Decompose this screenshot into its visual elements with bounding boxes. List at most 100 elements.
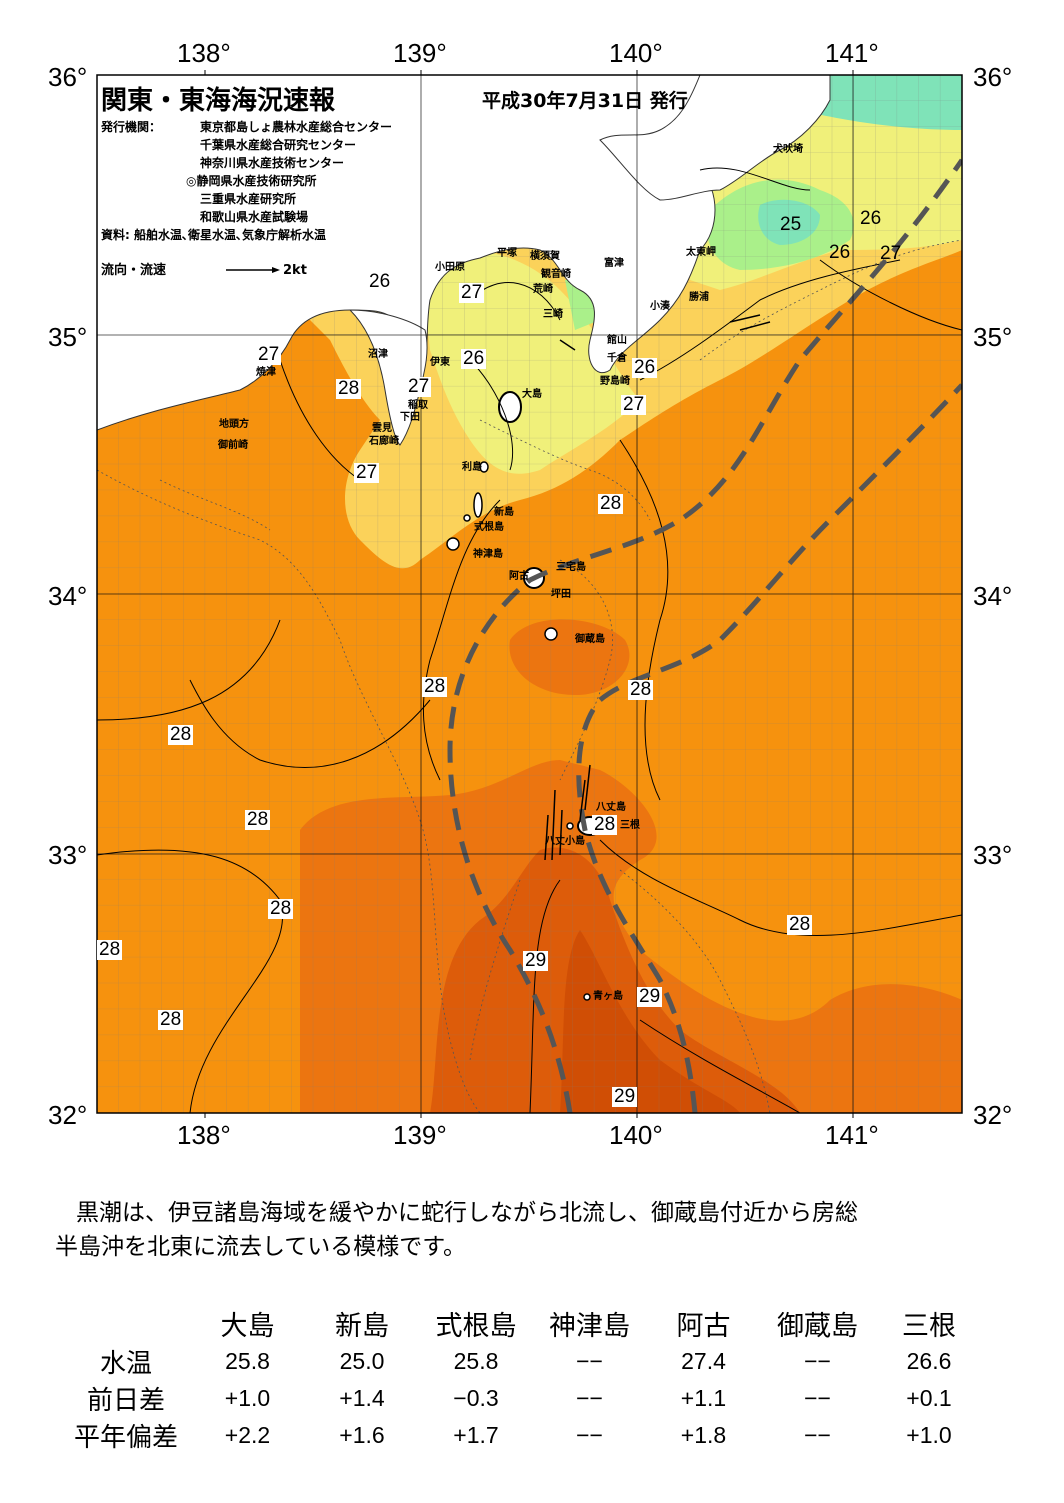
place-omaezaki: 御前崎	[218, 440, 248, 451]
table-cell: +1.4	[339, 1385, 385, 1411]
place-oshima: 大島	[522, 389, 542, 400]
lat-label-left-34: 34°	[48, 581, 88, 611]
place-tateyama: 館山	[607, 335, 627, 346]
table-cell: 25.8	[453, 1348, 499, 1374]
table-cell: +1.0	[906, 1422, 952, 1448]
isotherm-label: 28	[245, 809, 271, 830]
isotherm-label: 28	[336, 378, 362, 399]
place-hachijokojima: 八丈小島	[545, 836, 585, 847]
issuer-label: 発行機関：	[101, 120, 162, 134]
island-hachijokojima	[566, 822, 574, 830]
lat-label-right-36: 36°	[973, 62, 1013, 92]
place-taitomisaki: 太東岬	[686, 247, 716, 258]
table-cell: +1.7	[453, 1422, 499, 1448]
place-yokosuka: 横須賀	[530, 251, 560, 262]
table-cell: +2.2	[224, 1422, 271, 1448]
isotherm-label: 26	[632, 357, 658, 378]
place-katsuura: 勝浦	[689, 292, 709, 303]
place-tsubota: 坪田	[551, 589, 571, 600]
depth-contours	[97, 239, 962, 1113]
lat-label-right-33: 33°	[973, 840, 1013, 870]
place-kominato: 小湊	[650, 301, 670, 312]
place-nojimazaki: 野島崎	[600, 376, 630, 387]
table-cell: −−	[804, 1385, 831, 1411]
lon-label-top-140: 140°	[609, 38, 663, 68]
isotherm-label: 28	[168, 724, 194, 745]
isotherm-label: 28	[628, 679, 654, 700]
data-source: 資料: 船舶水温､衛星水温､気象庁解析水温	[101, 228, 326, 242]
place-kozushima: 神津島	[473, 549, 503, 560]
place-kannonzaki: 観音崎	[541, 269, 571, 280]
issue-date: 平成30年7月31日 発行	[482, 90, 688, 112]
table-cell: +1.6	[339, 1422, 385, 1448]
place-inatori: 稲取	[408, 400, 428, 411]
table-cell: 25.8	[225, 1348, 270, 1374]
place-kumomi: 雲見	[372, 423, 392, 434]
table-cell: −−	[804, 1348, 831, 1374]
place-miyakejima: 三宅島	[556, 562, 586, 573]
isotherm-label: 27	[459, 282, 485, 303]
table-cell: −−	[804, 1422, 831, 1448]
isotherm-label: 28	[592, 814, 618, 835]
island-shikinejima	[463, 514, 471, 522]
isotherm-label: 26	[829, 242, 851, 263]
place-odawara: 小田原	[435, 262, 465, 273]
table-cell: +1.0	[224, 1385, 271, 1411]
table-cell: +1.1	[680, 1385, 727, 1411]
isotherm-label: 29	[612, 1086, 638, 1107]
land-honshu	[97, 75, 716, 431]
place-ito: 伊東	[430, 357, 450, 368]
table-row: 平年偏差 +2.2 +1.6 +1.7 −− +1.8 −− +1.0	[62, 1417, 984, 1454]
place-shimoda: 下田	[400, 412, 420, 423]
isotherm-label: 29	[637, 986, 663, 1007]
issuer-2: 千葉県水産総合研究センター	[200, 138, 357, 152]
issuer-1: 東京都島しょ農林水産総合センター	[200, 120, 393, 134]
table-cell: 25.0	[339, 1348, 385, 1374]
place-aogashima: 青ヶ島	[593, 991, 623, 1002]
isotherm-label: 28	[598, 493, 624, 514]
lat-label-left-33: 33°	[48, 840, 88, 870]
lon-label-top-138: 138°	[177, 38, 231, 68]
land-boso	[599, 75, 831, 201]
isotherm-label: 25	[780, 214, 802, 235]
col-header: 神津島	[549, 1310, 630, 1341]
issuer-6: 和歌山県水産試験場	[200, 210, 309, 224]
col-header: 阿古	[676, 1310, 731, 1341]
observation-table: 大島 新島 式根島 神津島 阿古 御蔵島 三根 水温 25.8 25.0 25.…	[62, 1303, 984, 1454]
place-mitsune: 三根	[620, 820, 640, 831]
issuer-3: 神奈川県水産技術センター	[200, 156, 345, 170]
lat-label-right-32: 32°	[973, 1100, 1013, 1130]
col-header: 新島	[335, 1310, 389, 1341]
row-label: 前日差	[86, 1385, 165, 1415]
col-header: 三根	[902, 1310, 956, 1341]
place-jitogata: 地頭方	[219, 419, 249, 430]
table-cell: −0.3	[453, 1385, 499, 1411]
place-ako: 阿古	[509, 571, 529, 582]
isotherm-label: 28	[787, 914, 813, 935]
flow-legend-scale: 2kt	[283, 263, 307, 278]
island-aogashima	[583, 993, 591, 1001]
col-header: 大島	[220, 1310, 275, 1341]
issuer-5: 三重県水産研究所	[200, 192, 297, 206]
place-numazu: 沼津	[368, 349, 388, 360]
place-shikinejima: 式根島	[474, 522, 504, 533]
place-toshima: 利島	[462, 462, 482, 473]
place-inubozaki: 犬吠埼	[773, 144, 803, 155]
place-misaki: 三崎	[543, 309, 563, 320]
row-label: 水温	[99, 1348, 152, 1378]
isotherm-label: 26	[461, 348, 487, 369]
island-mikurajima	[544, 627, 558, 641]
lon-label-bottom-139: 139°	[393, 1120, 447, 1150]
place-araizaki: 荒崎	[533, 284, 553, 295]
flow-legend-label: 流向・流速	[101, 263, 167, 278]
isotherm-label: 28	[268, 898, 294, 919]
place-hiratsuka: 平塚	[497, 248, 517, 259]
table-cell: −−	[576, 1348, 603, 1374]
island-toshima	[479, 461, 489, 473]
isotherm-label: 28	[158, 1009, 184, 1030]
lon-label-top-139: 139°	[393, 38, 447, 68]
place-mikurajima: 御蔵島	[575, 634, 605, 645]
isotherm-label: 27	[621, 394, 647, 415]
issuer-4: ◎静岡県水産技術研究所	[186, 174, 317, 188]
